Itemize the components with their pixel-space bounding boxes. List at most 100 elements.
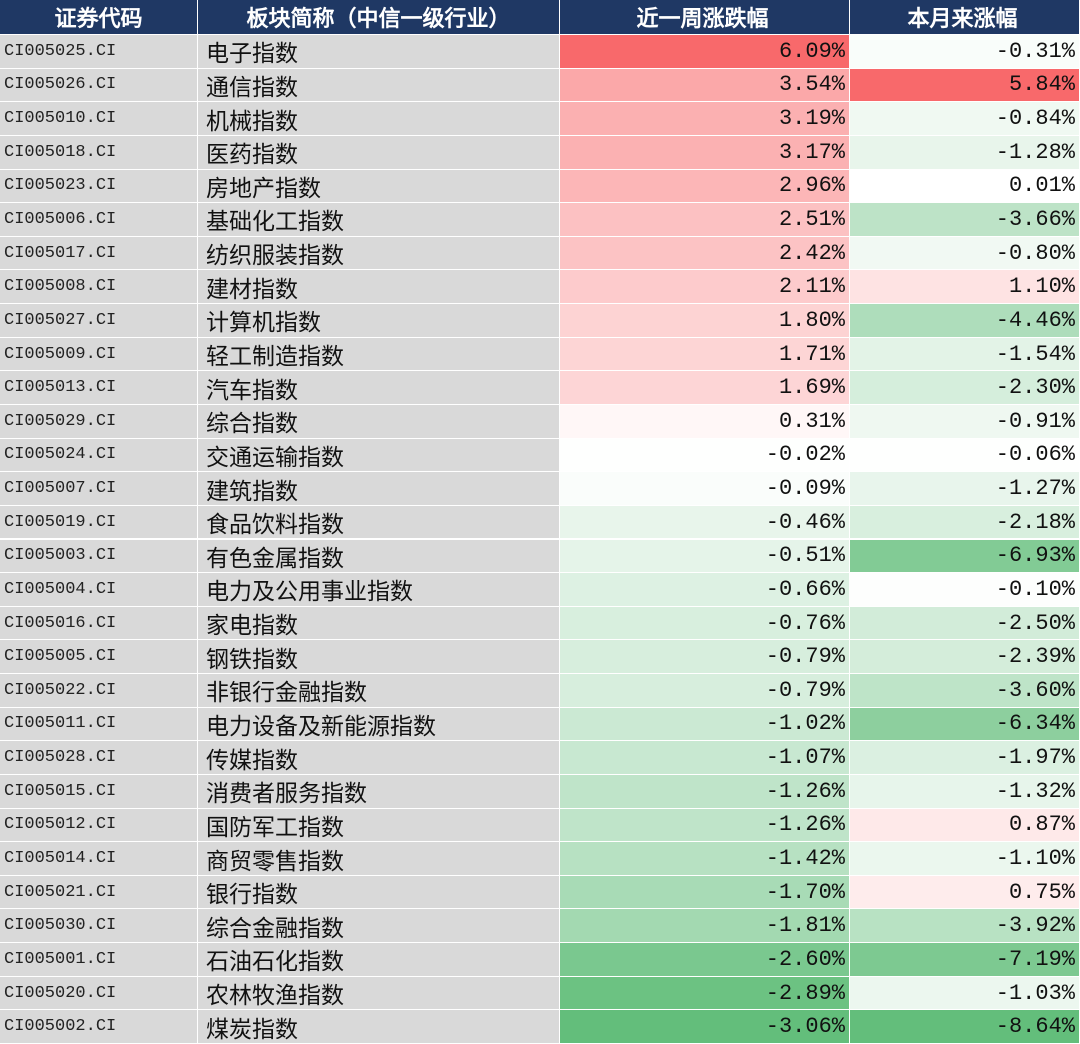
pct-cell: -2.89% [560, 976, 850, 1011]
header-cell: 本月来涨幅 [850, 0, 1080, 35]
name-cell: 电力及公用事业指数 [198, 573, 560, 607]
table-row: CI005030.CI 综合金融指数 -1.81% -3.92% [0, 909, 1080, 944]
pct-cell: -3.92% [850, 909, 1080, 944]
code-cell: CI005022.CI [0, 674, 198, 708]
name-cell: 通信指数 [198, 68, 560, 103]
pct-cell: -1.32% [850, 774, 1080, 809]
pct-cell: 1.69% [560, 371, 850, 405]
pct-cell: -1.07% [560, 741, 850, 775]
pct-cell: -3.66% [850, 203, 1080, 237]
code-cell: CI005004.CI [0, 573, 198, 607]
code-cell: CI005024.CI [0, 438, 198, 473]
pct-cell: 3.17% [560, 135, 850, 170]
pct-cell: -0.76% [560, 606, 850, 641]
code-cell: CI005029.CI [0, 404, 198, 439]
pct-cell: -1.81% [560, 909, 850, 944]
pct-cell: -6.34% [850, 707, 1080, 742]
pct-cell: -0.80% [850, 236, 1080, 271]
name-cell: 有色金属指数 [198, 539, 560, 574]
code-cell: CI005019.CI [0, 505, 198, 540]
name-cell: 房地产指数 [198, 169, 560, 204]
pct-cell: -0.91% [850, 404, 1080, 439]
name-cell: 综合指数 [198, 404, 560, 439]
pct-cell: 1.71% [560, 337, 850, 372]
table-row: CI005009.CI 轻工制造指数 1.71% -1.54% [0, 337, 1080, 372]
pct-cell: -1.54% [850, 337, 1080, 372]
name-cell: 医药指数 [198, 135, 560, 170]
pct-cell: -2.30% [850, 371, 1080, 405]
header-cell: 证券代码 [0, 0, 198, 35]
name-cell: 农林牧渔指数 [198, 976, 560, 1011]
pct-cell: 0.01% [850, 169, 1080, 204]
code-cell: CI005013.CI [0, 371, 198, 405]
table-row: CI005007.CI 建筑指数 -0.09% -1.27% [0, 472, 1080, 506]
pct-cell: -0.31% [850, 35, 1080, 69]
header-row: 证券代码 板块简称（中信一级行业） 近一周涨跌幅 本月来涨幅 [0, 0, 1080, 35]
pct-cell: 3.54% [560, 68, 850, 103]
header-cell: 近一周涨跌幅 [560, 0, 850, 35]
table-row: CI005024.CI 交通运输指数 -0.02% -0.06% [0, 438, 1080, 473]
pct-cell: -0.10% [850, 573, 1080, 607]
name-cell: 计算机指数 [198, 304, 560, 338]
code-cell: CI005011.CI [0, 707, 198, 742]
name-cell: 纺织服装指数 [198, 236, 560, 271]
code-cell: CI005003.CI [0, 539, 198, 574]
name-cell: 煤炭指数 [198, 1010, 560, 1044]
pct-cell: -0.79% [560, 640, 850, 675]
table-row: CI005022.CI 非银行金融指数 -0.79% -3.60% [0, 674, 1080, 708]
table-row: CI005028.CI 传媒指数 -1.07% -1.97% [0, 741, 1080, 775]
pct-cell: -1.03% [850, 976, 1080, 1011]
code-cell: CI005012.CI [0, 808, 198, 843]
table-row: CI005027.CI 计算机指数 1.80% -4.46% [0, 304, 1080, 338]
name-cell: 建材指数 [198, 270, 560, 305]
pct-cell: -2.60% [560, 943, 850, 977]
pct-cell: -0.51% [560, 539, 850, 574]
name-cell: 国防军工指数 [198, 808, 560, 843]
pct-cell: -1.28% [850, 135, 1080, 170]
name-cell: 钢铁指数 [198, 640, 560, 675]
table-row: CI005012.CI 国防军工指数 -1.26% 0.87% [0, 808, 1080, 843]
name-cell: 基础化工指数 [198, 203, 560, 237]
table-row: CI005003.CI 有色金属指数 -0.51% -6.93% [0, 539, 1080, 574]
code-cell: CI005015.CI [0, 774, 198, 809]
code-cell: CI005009.CI [0, 337, 198, 372]
code-cell: CI005001.CI [0, 943, 198, 977]
pct-cell: -0.79% [560, 674, 850, 708]
table-row: CI005019.CI 食品饮料指数 -0.46% -2.18% [0, 505, 1080, 540]
name-cell: 综合金融指数 [198, 909, 560, 944]
code-cell: CI005005.CI [0, 640, 198, 675]
table-row: CI005013.CI 汽车指数 1.69% -2.30% [0, 371, 1080, 405]
pct-cell: -8.64% [850, 1010, 1080, 1044]
table-row: CI005018.CI 医药指数 3.17% -1.28% [0, 135, 1080, 170]
pct-cell: 2.11% [560, 270, 850, 305]
pct-cell: -2.50% [850, 606, 1080, 641]
pct-cell: -4.46% [850, 304, 1080, 338]
pct-cell: -1.42% [560, 842, 850, 876]
code-cell: CI005016.CI [0, 606, 198, 641]
pct-cell: -0.46% [560, 505, 850, 540]
pct-cell: 2.96% [560, 169, 850, 204]
pct-cell: 5.84% [850, 68, 1080, 103]
name-cell: 非银行金融指数 [198, 674, 560, 708]
name-cell: 传媒指数 [198, 741, 560, 775]
pct-cell: 3.19% [560, 102, 850, 136]
name-cell: 汽车指数 [198, 371, 560, 405]
code-cell: CI005020.CI [0, 976, 198, 1011]
code-cell: CI005030.CI [0, 909, 198, 944]
table-row: CI005006.CI 基础化工指数 2.51% -3.66% [0, 203, 1080, 237]
code-cell: CI005018.CI [0, 135, 198, 170]
code-cell: CI005023.CI [0, 169, 198, 204]
pct-cell: -0.02% [560, 438, 850, 473]
table-row: CI005002.CI 煤炭指数 -3.06% -8.64% [0, 1010, 1080, 1044]
name-cell: 银行指数 [198, 875, 560, 910]
pct-cell: -7.19% [850, 943, 1080, 977]
pct-cell: -1.26% [560, 808, 850, 843]
pct-cell: -2.39% [850, 640, 1080, 675]
name-cell: 建筑指数 [198, 472, 560, 506]
code-cell: CI005014.CI [0, 842, 198, 876]
name-cell: 电力设备及新能源指数 [198, 707, 560, 742]
code-cell: CI005027.CI [0, 304, 198, 338]
pct-cell: 1.10% [850, 270, 1080, 305]
code-cell: CI005025.CI [0, 35, 198, 69]
